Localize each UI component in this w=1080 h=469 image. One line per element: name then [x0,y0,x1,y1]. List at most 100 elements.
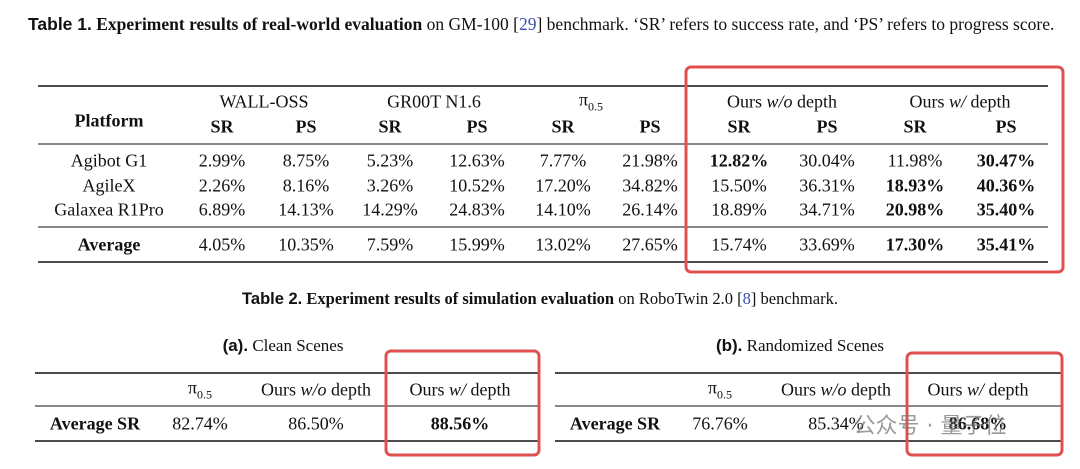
header-text: WALL-OSS [219,91,309,112]
cell: 24.83% [449,199,505,220]
sub-header: SR [210,116,234,137]
row-label: Agibot G1 [70,150,148,171]
caption-text: on GM-100 [ [426,14,519,34]
cell: 30.04% [799,150,855,171]
column-header: Ours w/o depth [261,380,371,401]
cell: 34.71% [799,199,855,220]
cell: 18.93% [885,175,945,195]
cell: 14.10% [535,199,591,220]
cell: 5.23% [366,150,414,171]
column-header: WALL-OSS [220,92,309,113]
cell: 14.29% [362,199,418,220]
table2-caption: Table 2. Experiment results of simulatio… [0,287,1080,311]
citation: 29 [518,14,537,34]
cell: 86.50% [288,413,344,434]
sub-header: SR [727,116,751,137]
cell: 17.30% [885,234,945,255]
highlight-box [684,65,1065,274]
header-emphasis: w/ [966,379,985,400]
header-emphasis: w/o [820,379,847,400]
column-header: Ours w/ depth [409,380,510,401]
cell: 10.35% [278,234,334,255]
column-header: π0.5 [708,378,732,403]
sub-header: SR [903,116,927,137]
column-header: Ours w/o depth [727,92,837,113]
header-text: Ours [726,91,762,112]
cell: 10.52% [449,175,505,195]
cell: 34.82% [622,175,678,195]
caption-label: Table 2. [242,290,303,308]
row-label: AgileX [82,175,136,195]
panel-title: Clean Scenes [252,336,344,355]
cell: 18.89% [711,199,767,220]
cell: 14.13% [278,199,334,220]
caption-bold: Experiment results of simulation evaluat… [306,289,615,308]
caption-label: Table 1. [28,14,92,34]
header-text: depth [797,91,838,112]
header-text: depth [970,91,1011,112]
cell: 2.99% [198,150,246,171]
cell: 8.75% [282,150,330,171]
header-emphasis: w/o [300,379,327,400]
cell: 27.65% [622,234,678,255]
citation: 8 [742,289,751,308]
row-label: Average SR [569,413,661,434]
cell: 6.89% [198,199,246,220]
row-label: Galaxea R1Pro [54,199,164,220]
sub-header: PS [639,116,661,137]
cell: 20.98% [885,199,945,220]
cell: 26.14% [622,199,678,220]
column-header: Ours w/ depth [927,380,1028,401]
column-header: Ours w/o depth [781,380,891,401]
cell: 82.74% [172,413,228,434]
header-text: GR00T N1.6 [387,91,481,112]
cell: 88.56% [430,413,490,434]
panel-label: (a). [222,336,249,355]
column-header: Ours w/ depth [909,92,1010,113]
corner-header: Platform [74,110,144,131]
watermark: 公众号 · 量子位 [853,414,1007,439]
cell: 7.59% [366,234,414,255]
cell: 35.40% [976,199,1036,220]
cell: 85.34% [808,413,864,434]
caption-bold: Experiment results of real-world evaluat… [96,14,423,34]
header-emphasis: w/ [448,379,467,400]
header-text: Ours [409,379,445,400]
table1-caption: Table 1. Experiment results of real-worl… [28,13,1068,36]
cell: 12.82% [709,150,769,171]
highlight-box [905,351,1064,457]
cell: 17.20% [535,175,591,195]
cell: 11.98% [887,150,943,171]
header-text: π [578,89,589,110]
caption-text: ] benchmark. [750,289,838,308]
cell: 4.05% [198,234,246,255]
cell: 2.26% [198,175,246,195]
cell: 40.36% [976,175,1036,195]
row-label: Average [77,234,141,255]
cell: 15.74% [711,234,767,255]
column-header: π0.5 [188,378,212,403]
cell: 13.02% [535,234,591,255]
panel-caption: (a). Clean Scenes [223,336,344,356]
cell: 76.76% [692,413,748,434]
cell: 15.50% [711,175,767,195]
cell: 21.98% [622,150,678,171]
cell: 15.99% [449,234,505,255]
header-subscript: 0.5 [588,99,604,114]
header-text: depth [470,379,511,400]
cell: 35.41% [976,234,1036,255]
cell: 30.47% [976,150,1036,171]
header-text: depth [851,379,892,400]
sub-header: PS [995,116,1017,137]
panel-label: (b). [715,336,743,355]
header-text: π [187,377,198,398]
cell: 3.26% [366,175,414,195]
caption-text: ] benchmark. ‘SR’ refers to success rate… [536,14,1055,34]
cell: 36.31% [799,175,855,195]
header-text: Ours [927,379,963,400]
sub-header: SR [378,116,402,137]
row-label: Average SR [49,413,141,434]
header-subscript: 0.5 [717,387,733,402]
